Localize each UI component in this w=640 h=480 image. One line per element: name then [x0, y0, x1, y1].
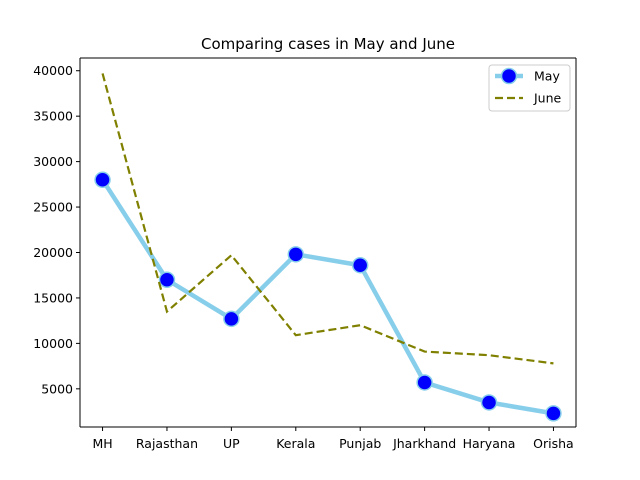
legend-label-june: June — [533, 91, 562, 106]
x-tick-label: Rajasthan — [136, 436, 198, 451]
y-tick-label: 20000 — [33, 245, 73, 260]
x-tick-label: Haryana — [463, 436, 516, 451]
x-tick-label: UP — [223, 436, 240, 451]
x-tick-label: Jharkhand — [392, 436, 456, 451]
x-tick-label: MH — [92, 436, 112, 451]
chart-title: Comparing cases in May and June — [201, 35, 455, 53]
data-point-may — [545, 405, 562, 422]
data-point-may — [158, 271, 176, 289]
y-tick-label: 35000 — [33, 109, 73, 124]
x-tick-label: Kerala — [276, 436, 315, 451]
y-tick-label: 30000 — [33, 154, 73, 169]
legend-marker-may — [500, 67, 518, 85]
data-point-may — [480, 394, 498, 411]
series-line-may — [100, 177, 556, 416]
legend: May June — [488, 64, 571, 112]
y-tick-label: 15000 — [33, 290, 73, 305]
y-tick-label: 10000 — [33, 336, 73, 351]
data-point-may — [416, 374, 433, 391]
data-point-may — [223, 310, 240, 328]
y-tick-label: 40000 — [33, 63, 73, 78]
legend-label-may: May — [534, 69, 560, 84]
plot-area: 5000 10000 15000 20000 25000 30000 35000 40000 M… — [33, 57, 577, 451]
y-tick-label: 25000 — [33, 200, 73, 215]
data-point-may — [287, 246, 305, 263]
data-point-may — [94, 171, 111, 189]
x-tick-label: Orisha — [533, 436, 574, 451]
x-tick-label: Punjab — [339, 436, 381, 451]
y-tick-label: 5000 — [41, 381, 73, 396]
data-point-may — [351, 256, 369, 274]
